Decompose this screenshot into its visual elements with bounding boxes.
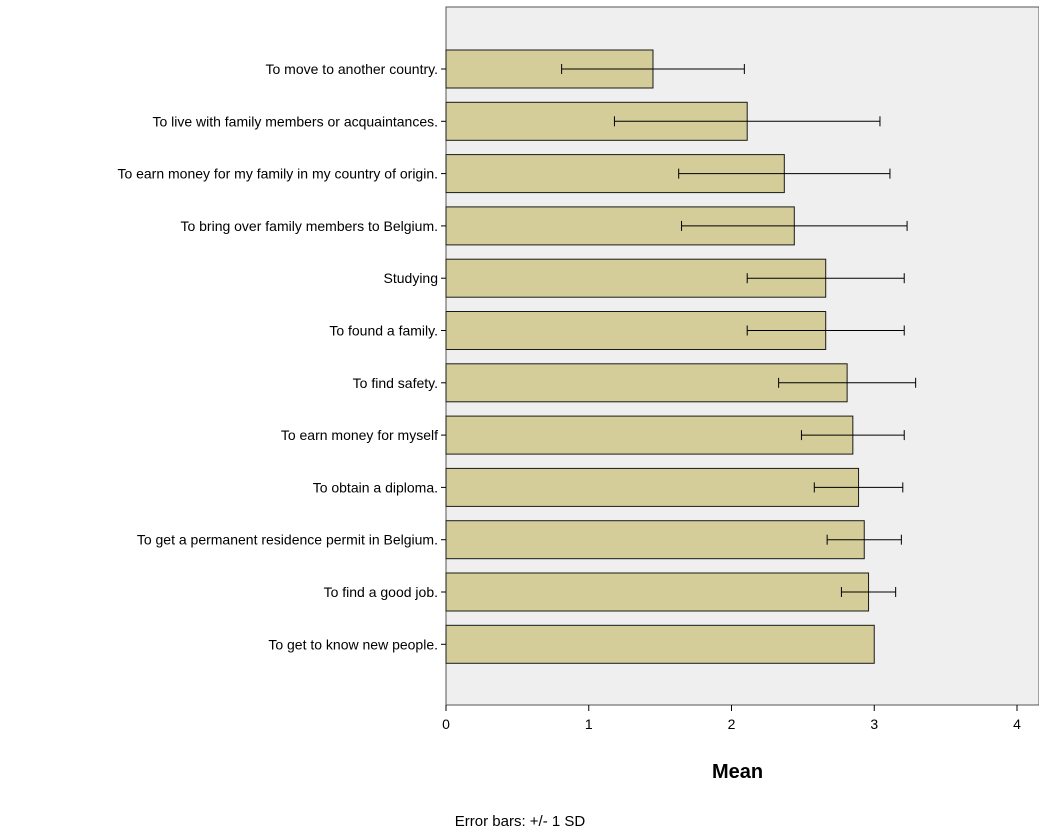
x-tick-label: 3 <box>870 716 878 732</box>
category-label: To move to another country. <box>266 61 439 77</box>
x-tick-label: 2 <box>728 716 736 732</box>
category-label: To bring over family members to Belgium. <box>180 218 438 234</box>
bars-layer <box>445 49 875 664</box>
x-tick-label: 1 <box>585 716 593 732</box>
category-label: To get to know new people. <box>268 636 438 652</box>
bar <box>445 415 854 455</box>
x-tick-label: 0 <box>442 716 450 732</box>
category-label: To get a permanent residence permit in B… <box>137 532 438 548</box>
error-bars-note: Error bars: +/- 1 SD <box>455 813 586 830</box>
x-tick-label: 4 <box>1013 716 1021 732</box>
bar <box>445 520 865 560</box>
category-label: To find a good job. <box>324 584 438 600</box>
category-label: To earn money for myself <box>281 427 438 443</box>
x-axis-title: Mean <box>712 761 763 783</box>
category-label: To found a family. <box>329 323 438 339</box>
category-label: To obtain a diploma. <box>313 479 438 495</box>
error-bars-layer <box>561 64 917 597</box>
bar <box>445 572 870 612</box>
category-label: To live with family members or acquainta… <box>152 113 438 129</box>
category-labels: To move to another country. To live with … <box>117 61 446 652</box>
bar <box>445 467 860 507</box>
category-label: Studying <box>384 270 438 286</box>
bar <box>445 624 875 664</box>
category-label: To earn money for my family in my countr… <box>117 166 438 182</box>
x-axis: 0 1 2 3 4 <box>442 705 1021 732</box>
category-label: To find safety. <box>353 375 438 391</box>
